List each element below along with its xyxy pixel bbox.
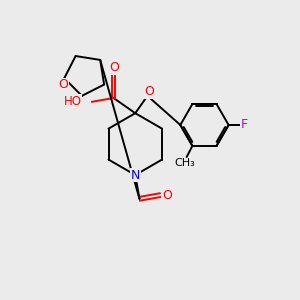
Text: CH₃: CH₃ [174, 158, 195, 168]
Text: O: O [58, 78, 68, 91]
Text: O: O [144, 85, 154, 98]
Text: N: N [130, 169, 140, 182]
Text: O: O [162, 189, 172, 202]
Text: HO: HO [64, 95, 82, 108]
Text: F: F [240, 118, 247, 131]
Text: O: O [110, 61, 119, 74]
